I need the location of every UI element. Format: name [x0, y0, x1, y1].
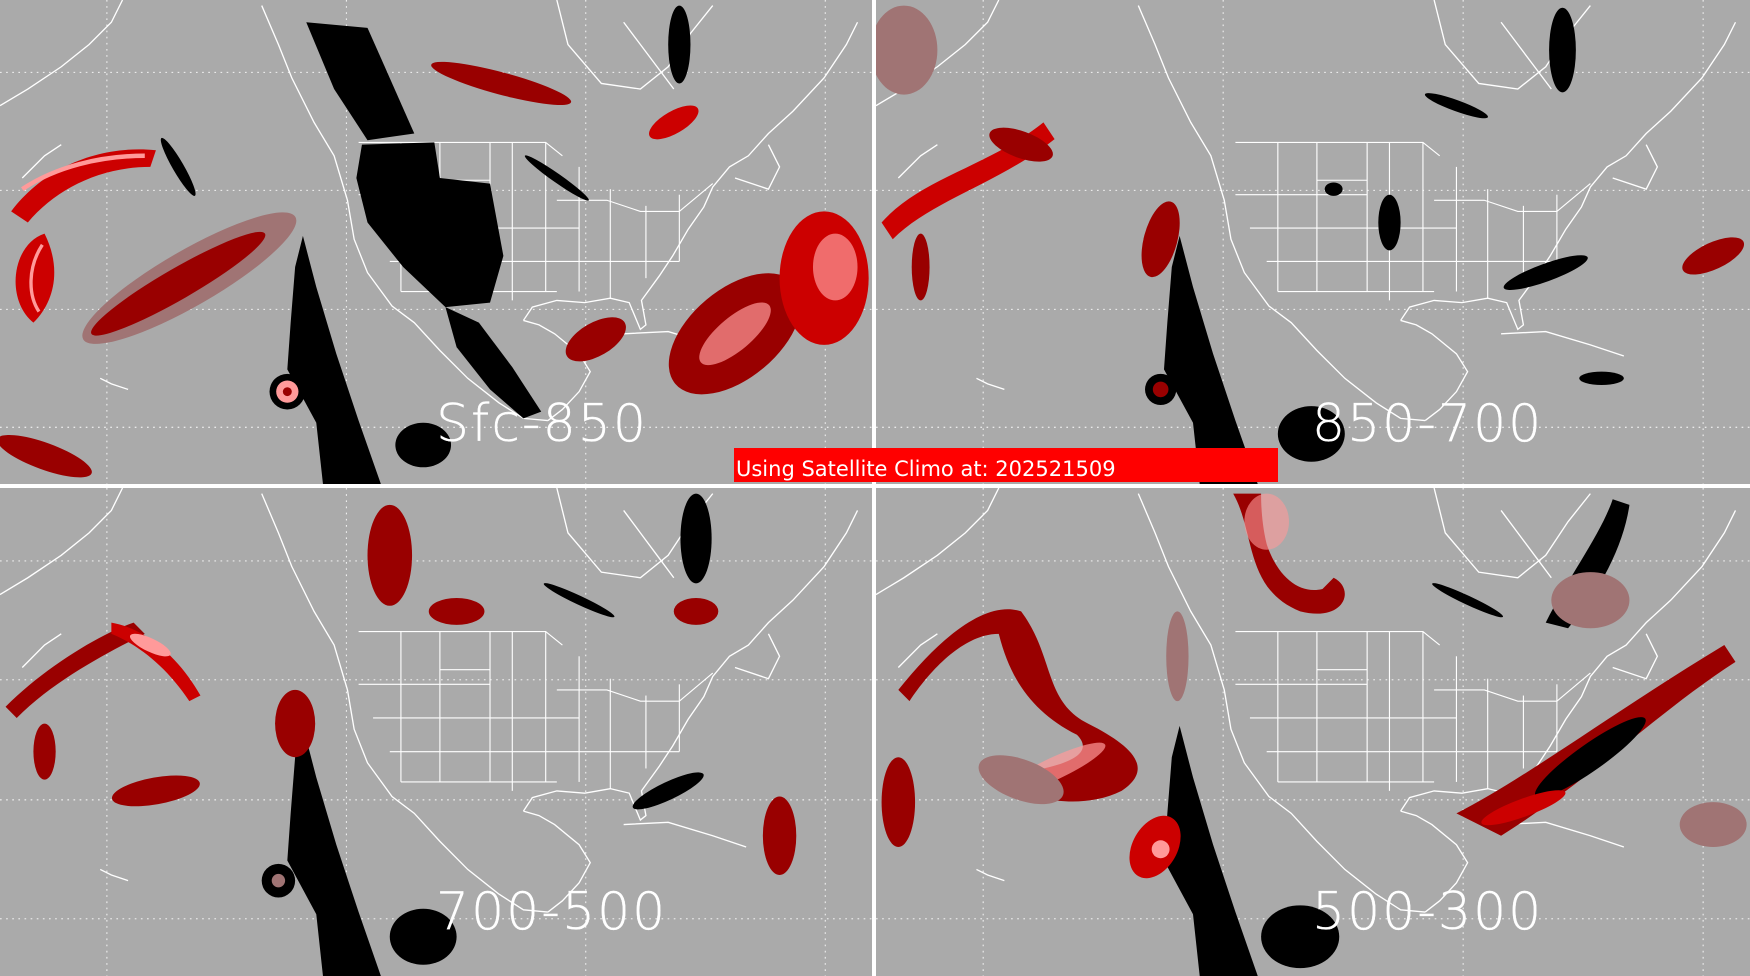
- map-700-500: [0, 488, 872, 976]
- map-sfc-850: [0, 0, 872, 484]
- cloud-overlay: [0, 5, 869, 478]
- climo-banner: Using Satellite Climo at: 202521509: [734, 448, 1278, 482]
- panel-700-500: 700-500: [0, 488, 872, 976]
- panel-sfc-850: Sfc-850: [0, 0, 872, 484]
- map-850-700: [876, 0, 1750, 484]
- panel-850-700: 850-700: [876, 0, 1750, 484]
- map-500-300: [876, 488, 1750, 976]
- cloud-overlay: [881, 493, 1747, 969]
- layer-label: 850-700: [1312, 394, 1544, 454]
- cloud-overlay: [5, 493, 797, 965]
- layer-label: Sfc-850: [436, 394, 648, 454]
- layer-label: 500-300: [1312, 882, 1544, 942]
- panel-500-300: 500-300: [876, 488, 1750, 976]
- cloud-overlay: [876, 5, 1745, 462]
- layer-label: 700-500: [436, 882, 668, 942]
